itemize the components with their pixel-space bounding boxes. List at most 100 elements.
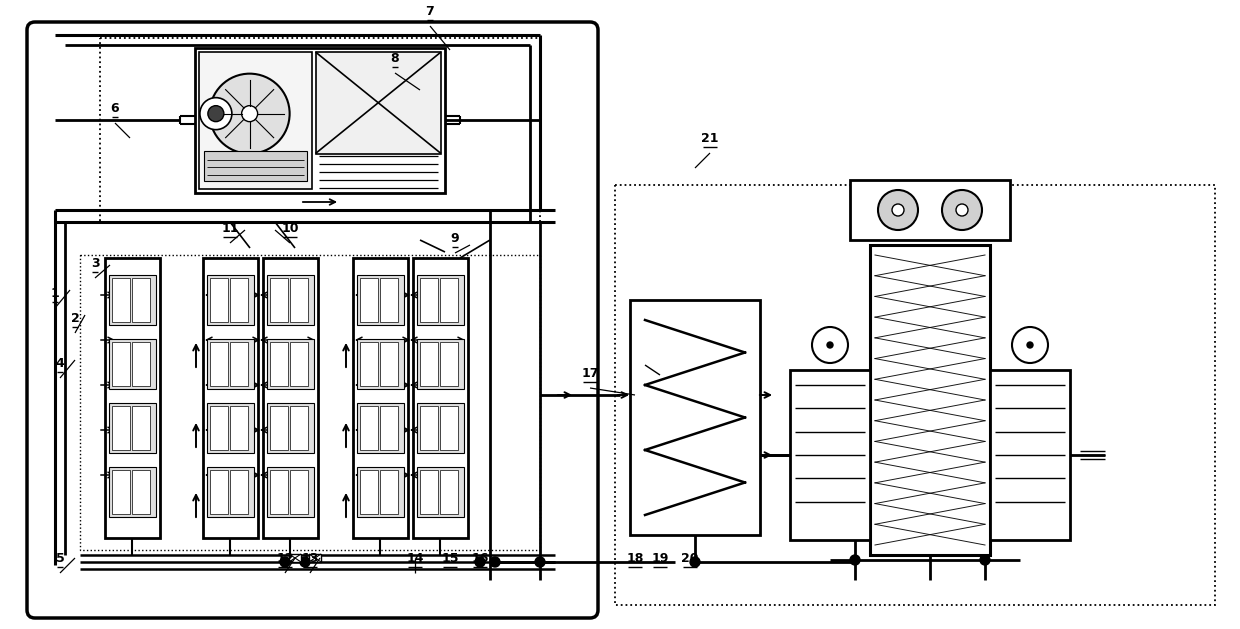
Bar [615, 185, 1215, 605]
Bar [112, 278, 130, 322]
Bar [379, 342, 398, 386]
Text: 10: 10 [281, 222, 299, 235]
Circle shape [475, 557, 485, 567]
Bar [417, 339, 464, 389]
Bar [207, 403, 254, 453]
Bar [203, 258, 258, 538]
Bar [440, 342, 458, 386]
Bar [207, 275, 254, 325]
Bar [100, 38, 539, 223]
Circle shape [878, 190, 918, 230]
Circle shape [490, 557, 500, 567]
Bar [131, 406, 150, 450]
Circle shape [200, 97, 232, 130]
Bar [131, 470, 150, 514]
Bar [417, 403, 464, 453]
Bar [210, 278, 228, 322]
Text: 6: 6 [110, 102, 119, 115]
Bar [353, 258, 408, 538]
Bar [990, 370, 1070, 540]
Circle shape [208, 106, 224, 121]
Text: 4: 4 [56, 357, 64, 370]
Bar [440, 278, 458, 322]
Bar [630, 300, 760, 535]
Circle shape [1012, 327, 1048, 363]
Bar [440, 406, 458, 450]
Bar [357, 403, 404, 453]
Circle shape [1027, 342, 1033, 348]
Circle shape [534, 557, 546, 567]
Bar [229, 342, 248, 386]
Text: 16: 16 [471, 552, 489, 565]
Bar [357, 275, 404, 325]
Bar [210, 406, 228, 450]
Circle shape [827, 342, 833, 348]
Bar [420, 470, 438, 514]
Text: 19: 19 [651, 552, 668, 565]
Bar [229, 406, 248, 450]
Bar [267, 467, 314, 517]
Text: 5: 5 [56, 552, 64, 565]
Bar [289, 554, 301, 562]
Bar [112, 470, 130, 514]
Text: 12: 12 [277, 552, 294, 565]
Bar [267, 339, 314, 389]
Bar [229, 278, 248, 322]
Bar [315, 52, 441, 153]
Circle shape [980, 555, 990, 565]
Bar [112, 406, 130, 450]
Bar [413, 258, 467, 538]
Text: 14: 14 [407, 552, 424, 565]
Text: 18: 18 [626, 552, 644, 565]
Bar [198, 52, 311, 189]
Text: 15: 15 [441, 552, 459, 565]
Bar [360, 278, 378, 322]
Text: 17: 17 [582, 367, 599, 380]
Bar [109, 275, 156, 325]
Bar [440, 470, 458, 514]
Bar [270, 278, 288, 322]
Bar [309, 554, 321, 562]
Bar [109, 403, 156, 453]
Bar [290, 278, 308, 322]
Circle shape [689, 557, 701, 567]
Bar [290, 342, 308, 386]
Text: 20: 20 [681, 552, 699, 565]
Bar [195, 48, 445, 193]
Text: 13: 13 [301, 552, 319, 565]
Bar [849, 180, 1011, 240]
Text: 2: 2 [71, 312, 79, 325]
Bar [267, 275, 314, 325]
Bar [870, 245, 990, 555]
Circle shape [300, 557, 310, 567]
Bar [267, 403, 314, 453]
Bar [420, 278, 438, 322]
Bar [105, 258, 160, 538]
Bar [109, 467, 156, 517]
Bar [112, 342, 130, 386]
Bar [207, 339, 254, 389]
Bar [357, 467, 404, 517]
Circle shape [242, 106, 258, 121]
Bar [290, 406, 308, 450]
Bar [790, 370, 870, 540]
Bar [229, 470, 248, 514]
Bar [270, 342, 288, 386]
Text: 7: 7 [425, 5, 434, 18]
Text: 8: 8 [391, 52, 399, 65]
Circle shape [280, 557, 290, 567]
Bar [420, 406, 438, 450]
Text: 21: 21 [702, 132, 719, 145]
Bar [357, 339, 404, 389]
Circle shape [942, 190, 982, 230]
Circle shape [210, 74, 290, 153]
Bar [131, 278, 150, 322]
Bar [360, 342, 378, 386]
Text: 9: 9 [450, 232, 459, 245]
Text: 1: 1 [51, 287, 60, 300]
Bar [379, 470, 398, 514]
Bar [210, 342, 228, 386]
Bar [205, 150, 306, 181]
Circle shape [956, 204, 968, 216]
Circle shape [849, 555, 861, 565]
